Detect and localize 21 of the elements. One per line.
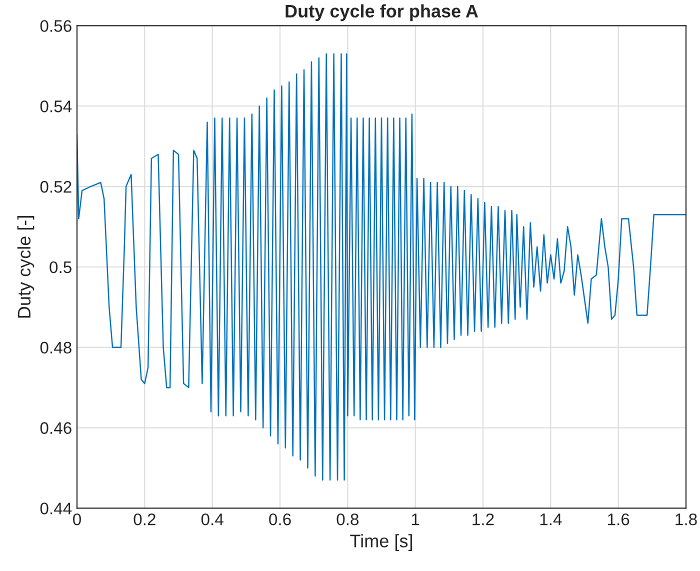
x-axis-title: Time [s]: [350, 534, 412, 551]
x-tick-label: 0.8: [336, 513, 359, 526]
x-tick-label: 1.4: [540, 514, 562, 526]
y-tick-label: 0.44: [40, 502, 72, 514]
x-tick-label: 0.2: [134, 513, 156, 526]
y-tick-label: 0.48: [40, 342, 72, 354]
x-tick-label: 1.8: [676, 513, 697, 526]
y-tick-label: 0.46: [40, 422, 72, 434]
x-tick-label: 1.6: [608, 513, 630, 526]
x-tick-label: 0.6: [269, 513, 291, 526]
y-tick-label: 0.52: [40, 180, 72, 193]
x-tick-label: 1: [412, 514, 420, 526]
y-axis-title: Duty cycle [-]: [17, 216, 34, 318]
y-tick-label: 0.5: [50, 261, 72, 274]
y-tick-label: 0.54: [40, 100, 72, 112]
chart-title: Duty cycle for phase A: [286, 4, 478, 22]
y-tick-label: 0.56: [40, 20, 72, 32]
line-series: [77, 53, 686, 481]
x-tick-label: 0.4: [201, 513, 224, 526]
x-tick-label: 0: [73, 513, 81, 526]
x-tick-label: 1.2: [472, 513, 494, 526]
